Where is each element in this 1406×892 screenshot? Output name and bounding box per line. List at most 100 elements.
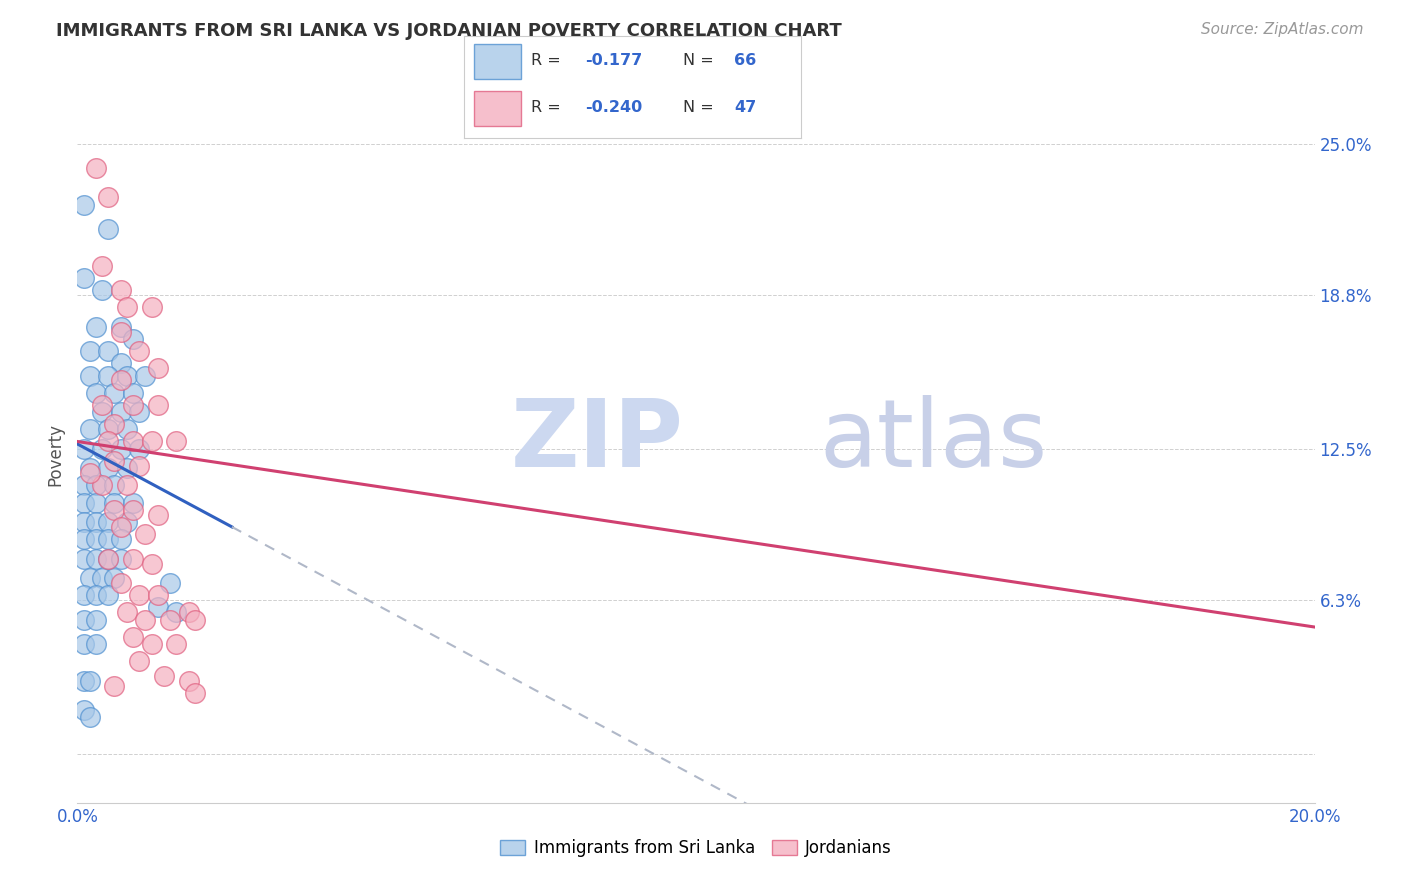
- Text: N =: N =: [683, 100, 720, 115]
- Point: [84, 588, 107, 602]
- Point: [110, 405, 132, 419]
- Point: [97, 551, 120, 566]
- Point: [146, 508, 169, 522]
- Point: [122, 385, 145, 400]
- Point: [91, 283, 114, 297]
- Point: [72, 703, 94, 717]
- Point: [122, 398, 145, 412]
- Point: [146, 600, 169, 615]
- Point: [122, 495, 145, 509]
- Point: [72, 271, 94, 285]
- Point: [84, 637, 107, 651]
- Point: [84, 551, 107, 566]
- Point: [141, 557, 163, 571]
- Text: N =: N =: [683, 53, 720, 68]
- Point: [110, 283, 132, 297]
- Point: [134, 368, 156, 383]
- Point: [97, 368, 120, 383]
- Point: [165, 606, 187, 620]
- Point: [159, 576, 181, 591]
- FancyBboxPatch shape: [474, 91, 522, 126]
- Point: [91, 571, 114, 585]
- Point: [72, 495, 94, 509]
- Point: [72, 442, 94, 456]
- Point: [110, 356, 132, 370]
- Point: [141, 434, 163, 449]
- Point: [115, 606, 138, 620]
- Point: [159, 613, 181, 627]
- Point: [79, 344, 101, 359]
- Point: [110, 442, 132, 456]
- Point: [128, 344, 150, 359]
- Point: [97, 344, 120, 359]
- Point: [97, 551, 120, 566]
- FancyBboxPatch shape: [474, 44, 522, 78]
- Point: [110, 374, 132, 388]
- Point: [97, 190, 120, 204]
- Point: [97, 222, 120, 236]
- Point: [79, 368, 101, 383]
- Point: [72, 532, 94, 546]
- Point: [97, 532, 120, 546]
- Point: [84, 478, 107, 492]
- Point: [97, 588, 120, 602]
- Point: [110, 325, 132, 339]
- Point: [97, 515, 120, 529]
- Point: [91, 442, 114, 456]
- Point: [128, 654, 150, 668]
- Text: 47: 47: [734, 100, 756, 115]
- Point: [146, 361, 169, 376]
- Text: R =: R =: [531, 53, 567, 68]
- Point: [97, 422, 120, 436]
- Point: [103, 503, 125, 517]
- Point: [91, 259, 114, 273]
- Point: [91, 398, 114, 412]
- Point: [72, 515, 94, 529]
- Point: [122, 630, 145, 644]
- Text: Source: ZipAtlas.com: Source: ZipAtlas.com: [1201, 22, 1364, 37]
- Point: [91, 405, 114, 419]
- Point: [103, 454, 125, 468]
- Point: [128, 405, 150, 419]
- Point: [103, 495, 125, 509]
- Point: [146, 588, 169, 602]
- Point: [110, 520, 132, 534]
- Point: [134, 527, 156, 541]
- Point: [72, 613, 94, 627]
- Text: 66: 66: [734, 53, 756, 68]
- Point: [141, 300, 163, 314]
- Point: [84, 161, 107, 175]
- Text: IMMIGRANTS FROM SRI LANKA VS JORDANIAN POVERTY CORRELATION CHART: IMMIGRANTS FROM SRI LANKA VS JORDANIAN P…: [56, 22, 842, 40]
- Point: [128, 458, 150, 473]
- Point: [115, 515, 138, 529]
- Point: [72, 673, 94, 688]
- Point: [72, 478, 94, 492]
- Point: [72, 197, 94, 211]
- Point: [177, 673, 200, 688]
- Point: [122, 434, 145, 449]
- Point: [128, 442, 150, 456]
- Point: [153, 669, 176, 683]
- Point: [110, 551, 132, 566]
- Point: [134, 613, 156, 627]
- Point: [84, 613, 107, 627]
- Text: atlas: atlas: [820, 395, 1047, 487]
- Point: [184, 686, 207, 700]
- Point: [165, 434, 187, 449]
- Point: [97, 461, 120, 475]
- Y-axis label: Poverty: Poverty: [46, 424, 65, 486]
- Point: [103, 679, 125, 693]
- Text: ZIP: ZIP: [510, 395, 683, 487]
- Point: [79, 461, 101, 475]
- Point: [103, 385, 125, 400]
- Point: [115, 461, 138, 475]
- Point: [177, 606, 200, 620]
- Point: [103, 478, 125, 492]
- Point: [84, 385, 107, 400]
- Point: [141, 637, 163, 651]
- Point: [79, 467, 101, 481]
- Point: [97, 434, 120, 449]
- Point: [146, 398, 169, 412]
- Point: [115, 422, 138, 436]
- Point: [103, 571, 125, 585]
